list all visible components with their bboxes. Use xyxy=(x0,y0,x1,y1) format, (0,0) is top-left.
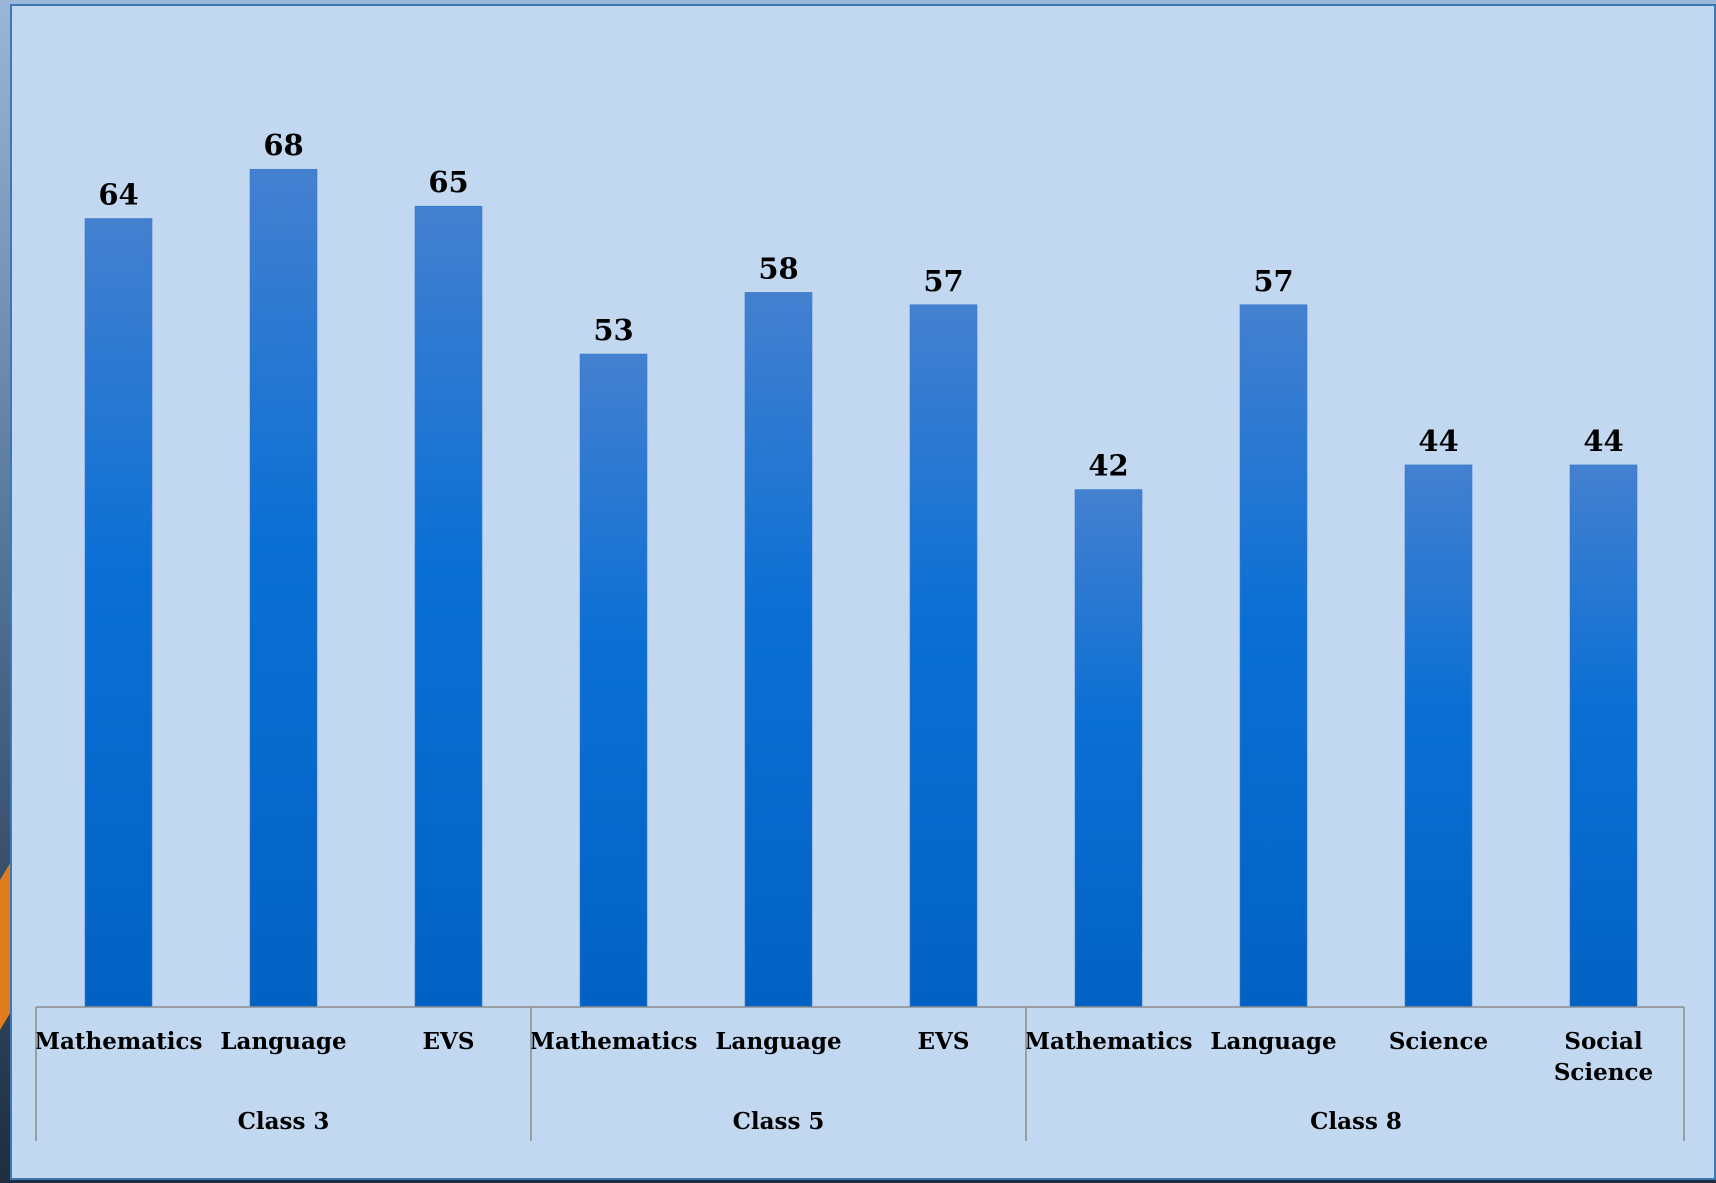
bar-chart: 64 Mathematics 68 Language 65 EVS Class 3 53 Mat… xyxy=(35,128,1685,1141)
bar xyxy=(1074,489,1143,1008)
data-label: 58 xyxy=(758,251,798,285)
data-label: 57 xyxy=(923,264,963,298)
category-tick-label: Mathematics xyxy=(35,1028,203,1055)
bar xyxy=(84,218,153,1008)
category-tick-label: Language xyxy=(1210,1028,1336,1055)
data-label: 68 xyxy=(263,128,303,162)
bar xyxy=(414,205,483,1008)
data-label: 65 xyxy=(428,165,468,199)
data-label: 57 xyxy=(1253,264,1293,298)
bar xyxy=(909,304,978,1008)
category-tick-label: Mathematics xyxy=(1025,1028,1193,1055)
data-label: 64 xyxy=(98,178,138,212)
chart-area: 64 Mathematics 68 Language 65 EVS Class 3 53 Mat… xyxy=(10,4,1716,1180)
bar xyxy=(249,168,318,1008)
bar xyxy=(1404,464,1473,1008)
category-tick-label: EVS xyxy=(918,1028,970,1055)
bar xyxy=(579,353,648,1008)
bar xyxy=(1569,464,1638,1008)
data-label: 42 xyxy=(1088,449,1128,483)
group-tick-label: Class 3 xyxy=(238,1108,330,1135)
category-tick-label: Science xyxy=(1389,1028,1488,1055)
data-label: 44 xyxy=(1583,424,1623,458)
category-tick-label: Language xyxy=(220,1028,346,1055)
group-tick-label: Class 8 xyxy=(1310,1108,1402,1135)
bar xyxy=(744,292,813,1008)
category-tick-label: Mathematics xyxy=(530,1028,698,1055)
data-label: 53 xyxy=(593,313,633,347)
category-tick-label: Social xyxy=(1564,1028,1643,1055)
category-tick-label: EVS xyxy=(423,1028,475,1055)
data-label: 44 xyxy=(1418,424,1458,458)
category-tick-label: Science xyxy=(1554,1059,1653,1086)
category-tick-label: Language xyxy=(715,1028,841,1055)
bar xyxy=(1239,304,1308,1008)
orange-accent-shape xyxy=(0,860,12,1030)
group-tick-label: Class 5 xyxy=(733,1108,825,1135)
